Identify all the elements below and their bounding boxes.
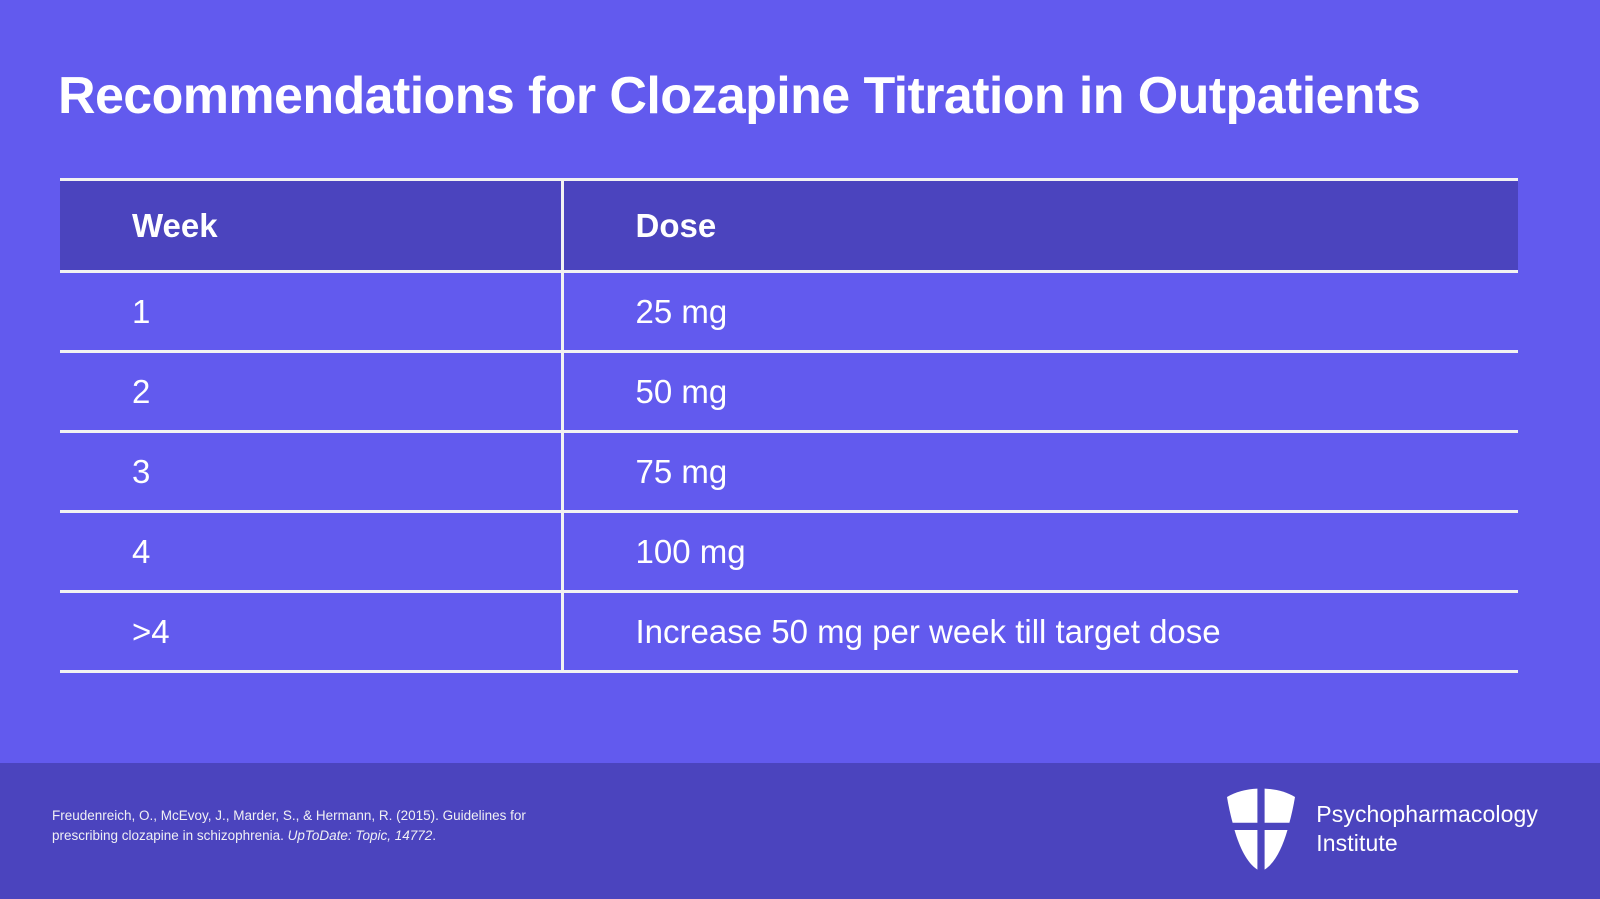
table-row: 4 100 mg [60, 511, 1518, 593]
cell-week: >4 [60, 591, 562, 673]
cell-week: 1 [60, 271, 562, 353]
cell-dose: 100 mg [560, 511, 1518, 593]
table-body: 1 25 mg 2 50 mg 3 75 mg 4 100 mg >4 Incr… [60, 271, 1518, 673]
page-title: Recommendations for Clozapine Titration … [58, 67, 1421, 125]
citation-text: Freudenreich, O., McEvoy, J., Marder, S.… [52, 808, 526, 843]
logo-text: Psychopharmacology Institute [1316, 800, 1538, 859]
table-row: 3 75 mg [60, 431, 1518, 513]
cell-dose: 50 mg [560, 351, 1518, 433]
table-head: Week Dose [60, 178, 1518, 273]
logo: Psychopharmacology Institute [1224, 785, 1538, 873]
titration-table: Week Dose 1 25 mg 2 50 mg 3 75 mg 4 100 … [60, 178, 1518, 673]
cell-week: 3 [60, 431, 562, 513]
logo-line-2: Institute [1316, 830, 1398, 856]
table-header-row: Week Dose [60, 178, 1518, 273]
cell-week: 4 [60, 511, 562, 593]
cell-dose: Increase 50 mg per week till target dose [560, 591, 1518, 673]
cell-dose: 25 mg [560, 271, 1518, 353]
cell-dose: 75 mg [560, 431, 1518, 513]
table-row: 1 25 mg [60, 271, 1518, 353]
logo-line-1: Psychopharmacology [1316, 800, 1538, 827]
citation-source: UpToDate: Topic, 14772 [287, 827, 433, 843]
citation: Freudenreich, O., McEvoy, J., Marder, S.… [52, 806, 572, 845]
table-row: 2 50 mg [60, 351, 1518, 433]
shield-icon [1227, 788, 1296, 870]
table-row: >4 Increase 50 mg per week till target d… [60, 591, 1518, 673]
cell-week: 2 [60, 351, 562, 433]
column-header-week: Week [60, 178, 562, 273]
citation-trailing: . [432, 827, 437, 843]
footer-band: Freudenreich, O., McEvoy, J., Marder, S.… [0, 763, 1600, 899]
column-header-dose: Dose [560, 178, 1518, 273]
